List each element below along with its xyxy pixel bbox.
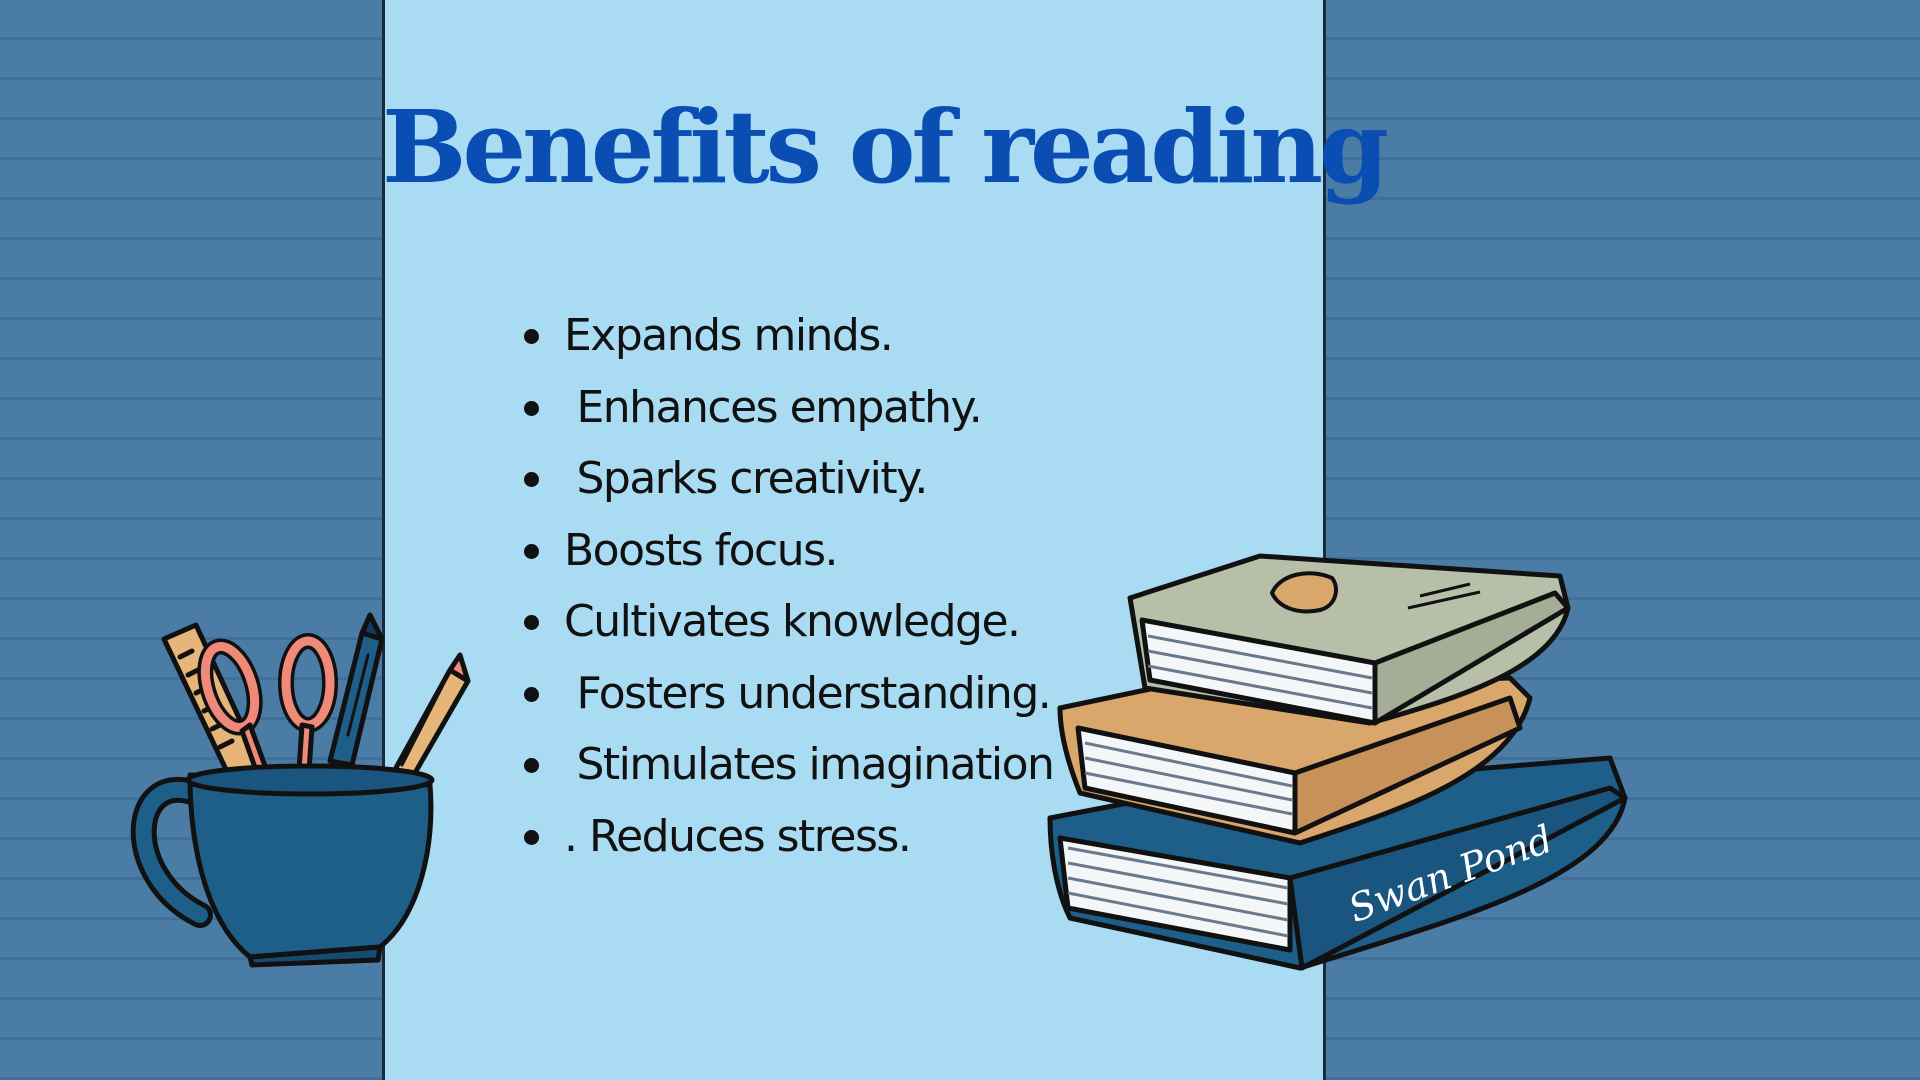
benefit-text: Boosts focus. <box>564 524 839 576</box>
benefit-text: Expands minds. <box>564 310 894 361</box>
benefit-item: Expands minds. <box>518 306 1053 378</box>
benefit-text: . Reduces stress. <box>564 810 912 862</box>
benefit-item: Stimulates imagination <box>518 735 1055 807</box>
slide-title: Benefits of reading <box>382 88 1389 206</box>
benefit-text: Sparks creativity. <box>564 453 928 504</box>
bullet-icon <box>524 615 539 630</box>
benefit-item: Enhances empathy. <box>518 378 1053 450</box>
bullet-icon <box>524 686 539 702</box>
bullet-icon <box>524 543 539 559</box>
benefit-text: Fosters understanding. <box>564 667 1051 719</box>
bullet-icon <box>524 829 539 845</box>
benefits-list: Expands minds. Enhances empathy. Sparks … <box>518 306 1055 879</box>
bullet-icon <box>524 472 539 487</box>
bullet-icon <box>524 400 539 416</box>
benefit-item: . Reduces stress. <box>518 807 1053 879</box>
benefit-text: Enhances empathy. <box>564 381 982 433</box>
benefit-item: Sparks creativity. <box>518 449 1053 521</box>
bullet-icon <box>524 329 539 344</box>
benefit-item: Fosters understanding. <box>518 664 1053 736</box>
pencil-cup-icon <box>130 612 471 968</box>
benefit-item: Cultivates knowledge. <box>518 592 1053 664</box>
book-stack-icon: Swan Pond <box>1047 553 1628 971</box>
benefit-text: Cultivates knowledge. <box>564 596 1021 647</box>
benefit-text: Stimulates imagination <box>564 739 1054 790</box>
bullet-icon <box>524 758 539 773</box>
benefit-item: Boosts focus. <box>518 521 1053 593</box>
